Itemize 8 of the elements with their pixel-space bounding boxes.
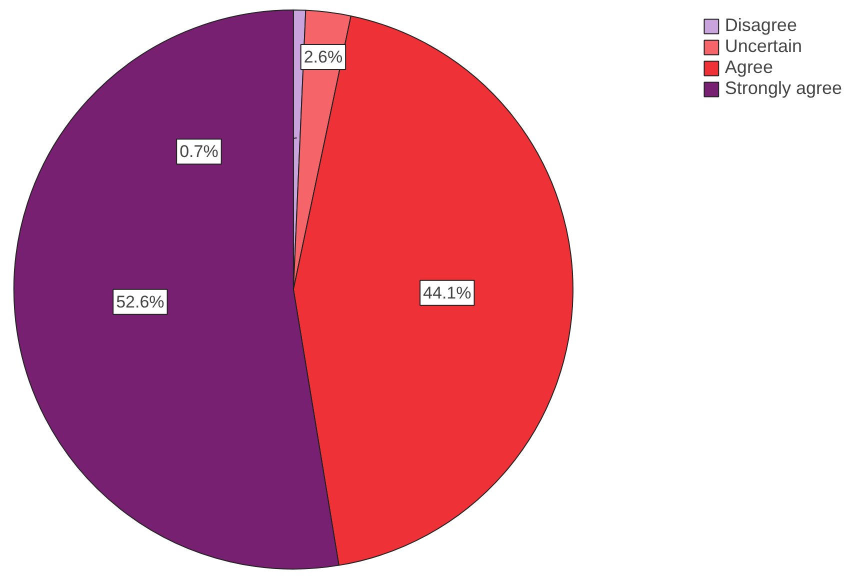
data-label: 2.6% [304,47,343,66]
legend-label: Disagree [724,15,797,36]
data-label: 44.1% [423,283,472,302]
data-label: 0.7% [180,142,218,162]
legend-label: Strongly agree [724,78,842,99]
data-label: 52.6% [116,292,164,312]
legend-label: Uncertain [724,36,802,57]
legend-label: Agree [724,57,773,78]
